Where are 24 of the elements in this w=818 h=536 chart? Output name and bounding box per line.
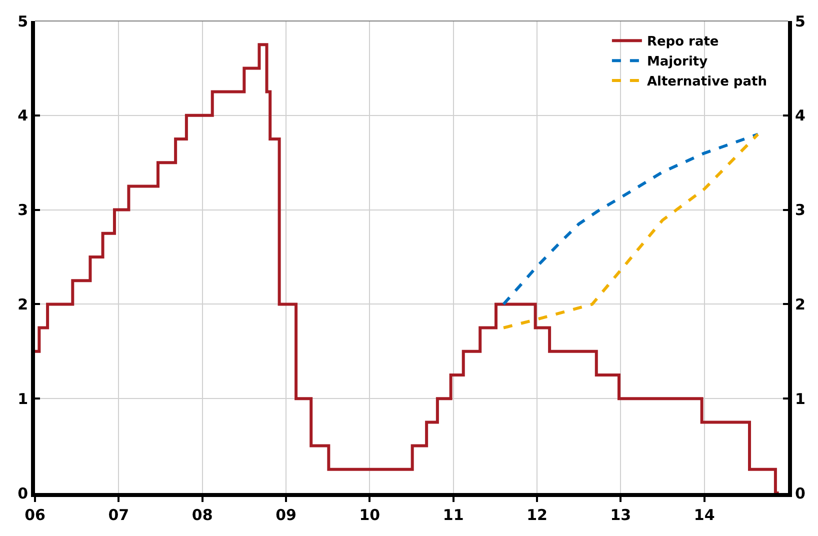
y-tick-label: 5: [18, 12, 28, 30]
y-tick-label: 0: [18, 484, 28, 502]
x-tick-label: 08: [192, 506, 213, 524]
legend-label: Repo rate: [646, 34, 719, 50]
x-tick-label: 13: [610, 506, 632, 524]
y-tick-label: 4: [18, 106, 28, 125]
x-tick-label: 14: [694, 506, 715, 524]
x-tick-label: 07: [108, 506, 130, 524]
x-tick-label: 09: [276, 506, 296, 524]
x-tick-label: 06: [24, 506, 46, 524]
x-tick-label: 11: [442, 506, 464, 524]
y2-tick-label: 2: [795, 295, 806, 314]
y-tick-label: 3: [18, 201, 28, 220]
y2-tick-label: 5: [795, 12, 806, 30]
x-tick-label: 12: [526, 506, 548, 524]
legend-label: Majority: [646, 54, 708, 70]
y-tick-label: 1: [18, 390, 28, 408]
x-tick-label: 10: [359, 506, 380, 524]
y-tick-label: 2: [18, 295, 28, 314]
y2-tick-label: 1: [795, 390, 806, 408]
y2-tick-label: 0: [795, 484, 806, 502]
y2-tick-label: 3: [795, 201, 806, 220]
legend-label: Alternative path: [646, 74, 767, 90]
y2-tick-label: 4: [795, 106, 806, 125]
